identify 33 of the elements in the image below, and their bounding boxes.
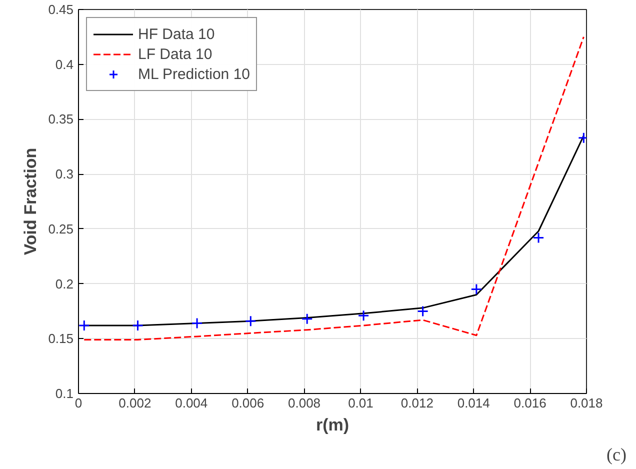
y-tick-label: 0.35 xyxy=(48,112,74,127)
y-tick-label: 0.25 xyxy=(48,221,74,236)
x-tick-label: 0.004 xyxy=(175,396,208,410)
x-tick-label: 0.008 xyxy=(288,396,321,410)
legend-label: LF Data 10 xyxy=(138,46,212,62)
point xyxy=(301,313,313,325)
point xyxy=(470,284,482,296)
point xyxy=(132,320,144,332)
legend-label: ML Prediction 10 xyxy=(138,66,250,82)
y-tick-label: 0.45 xyxy=(48,2,74,17)
x-tick-label: 0.002 xyxy=(118,396,152,410)
x-tick-label: 0.018 xyxy=(570,396,603,410)
legend-label: HF Data 10 xyxy=(138,26,215,42)
y-tick-label: 0.1 xyxy=(55,386,74,401)
y-tick-label: 0.3 xyxy=(55,166,74,182)
point xyxy=(358,310,370,322)
y-tick-label: 0.15 xyxy=(48,331,74,346)
point xyxy=(417,305,429,317)
text: (c) xyxy=(606,444,627,464)
point xyxy=(244,315,256,327)
x-tick-label: 0 xyxy=(74,396,82,410)
x-tick-label: 0.016 xyxy=(514,396,546,410)
x-tick-label: 0.01 xyxy=(348,396,374,410)
x-axis-title: r(m) xyxy=(316,416,350,434)
y-tick-label: 0.2 xyxy=(55,276,74,292)
point xyxy=(78,320,90,332)
point xyxy=(532,232,544,244)
x-tick-label: 0.012 xyxy=(400,396,434,410)
point xyxy=(191,318,203,330)
x-tick-label: 0.006 xyxy=(232,396,264,410)
x-tick-label: 0.014 xyxy=(457,396,490,410)
y-tick-label: 0.4 xyxy=(55,56,74,72)
y-axis-title: Void Fraction xyxy=(21,148,40,256)
